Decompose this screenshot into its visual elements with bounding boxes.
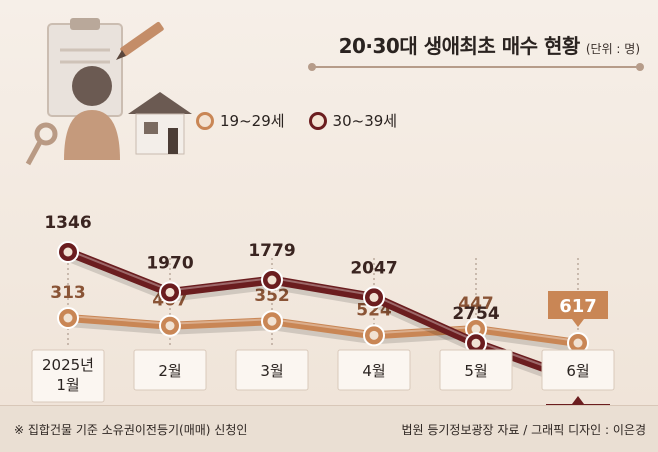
- person-icon: [64, 66, 120, 160]
- legend-label-30-39: 30~39세: [332, 112, 398, 130]
- data-label-s2-5: 2754: [452, 304, 499, 324]
- illustration: [18, 10, 198, 170]
- data-label-s2-2: 1970: [146, 253, 193, 273]
- x-tick-box-4: [337, 349, 411, 391]
- data-label-s1-5: 447: [458, 294, 494, 314]
- chart-title-group: 20·30대 생애최초 매수 현황 (단위 : 명): [339, 30, 640, 59]
- source-credit: 법원 등기정보광장 자료 / 그래픽 디자인 : 이은경: [401, 423, 646, 437]
- series-s1-line: [64, 314, 582, 347]
- x-tick-label-3: 3월: [260, 362, 283, 380]
- title-divider: [308, 63, 644, 71]
- data-label-s2-4: 2047: [350, 258, 397, 278]
- legend-marker-19-29: [196, 111, 214, 130]
- callout-s1-6-label: 617: [559, 296, 597, 317]
- point-s2-1-center: [63, 247, 73, 257]
- x-tick-label-4: 4월: [362, 362, 385, 380]
- point-s1-6-center: [573, 338, 583, 348]
- point-s2-5-center: [471, 338, 481, 348]
- x-tick-label-5: 5월: [464, 362, 487, 380]
- point-s2-2-center: [165, 287, 175, 297]
- legend-item-30-39: 30~39세: [308, 110, 398, 131]
- data-label-s1-3: 352: [254, 286, 290, 306]
- chart-title: 20·30대 생애최초 매수 현황: [338, 34, 581, 58]
- point-s1-1-center: [63, 313, 73, 323]
- x-tick-label-2: 2월: [158, 362, 181, 380]
- x-tick-box-5: [439, 349, 513, 391]
- point-s2-3-center: [267, 275, 277, 285]
- callout-s1-6-box: [548, 291, 608, 327]
- point-s1-4-center: [369, 330, 379, 340]
- footnote: ※ 집합건물 기준 소유권이전등기(매매) 신청인: [14, 423, 248, 437]
- point-s1-2-center: [165, 321, 175, 331]
- x-tick-box-2: [133, 349, 207, 391]
- unit-label: (단위 : 명): [585, 42, 640, 56]
- x-tick-box-6: [541, 349, 615, 391]
- legend-label-19-29: 19~29세: [220, 112, 285, 130]
- x-tick-label-1-line2: 1월: [56, 376, 79, 394]
- x-tick-label-6: 6월: [566, 362, 589, 380]
- series-s2-highlight: [67, 249, 579, 379]
- house-icon: [128, 92, 192, 155]
- series-s1-highlight: [67, 315, 579, 342]
- legend: 19~29세 30~39세: [196, 110, 397, 131]
- legend-item-19-29: 19~29세: [196, 110, 285, 131]
- data-label-s1-1: 313: [50, 283, 86, 303]
- data-label-s2-1: 1346: [44, 213, 91, 233]
- footer: ※ 집합건물 기준 소유권이전등기(매매) 신청인 법원 등기정보광장 자료 /…: [0, 405, 658, 452]
- legend-marker-30-39: [308, 111, 327, 130]
- x-tick-box-1: [31, 349, 105, 403]
- point-s1-5-center: [471, 324, 481, 334]
- point-s2-4-center: [369, 292, 379, 302]
- x-tick-label-1-line1: 2025년: [42, 356, 94, 374]
- point-s1-3-center: [267, 316, 277, 326]
- series-s2-line: [63, 247, 583, 385]
- data-label-s2-3: 1779: [248, 241, 295, 261]
- keys-icon: [25, 122, 58, 166]
- x-tick-box-3: [235, 349, 309, 391]
- pencil-icon: [116, 21, 164, 60]
